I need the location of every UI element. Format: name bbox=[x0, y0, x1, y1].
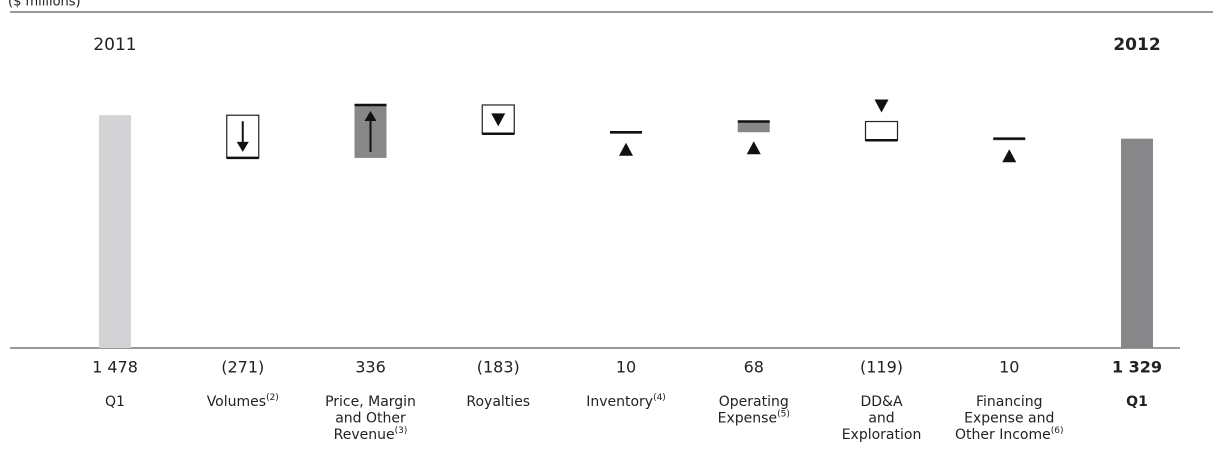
category-text: DD&A bbox=[860, 394, 902, 410]
category-label: and Other bbox=[335, 411, 406, 427]
category-text: Operating bbox=[719, 394, 789, 410]
footnote-marker: (3) bbox=[395, 426, 408, 436]
direction-marker bbox=[874, 99, 889, 113]
arrow-head bbox=[236, 141, 249, 152]
category-text: Exploration bbox=[842, 427, 922, 443]
category-label: Revenue(3) bbox=[334, 426, 408, 444]
start-label: 2011 bbox=[93, 35, 136, 55]
total-bar bbox=[99, 115, 131, 348]
category-label: Exploration bbox=[842, 427, 922, 443]
value-label: (183) bbox=[477, 358, 520, 377]
category-text: Q1 bbox=[1126, 394, 1148, 410]
category-label: Financing bbox=[976, 394, 1043, 410]
category-text: Financing bbox=[976, 394, 1043, 410]
category-text: Revenue bbox=[334, 427, 395, 443]
category-label: Expense(5) bbox=[718, 409, 790, 427]
total-bar bbox=[1121, 138, 1153, 348]
category-label: and bbox=[868, 411, 894, 427]
direction-marker bbox=[1002, 149, 1017, 163]
value-label: 68 bbox=[744, 358, 764, 377]
category-text: Q1 bbox=[105, 394, 125, 410]
decrease-bar bbox=[864, 120, 899, 141]
value-label: (119) bbox=[860, 358, 903, 377]
category-text: Other Income bbox=[955, 427, 1051, 443]
category-text: Royalties bbox=[466, 394, 530, 410]
category-label: Q1 bbox=[105, 394, 125, 410]
direction-marker bbox=[746, 141, 761, 155]
category-label: DD&A bbox=[860, 394, 902, 410]
value-label: (271) bbox=[221, 358, 264, 377]
category-text: Expense bbox=[718, 411, 777, 427]
value-label: 10 bbox=[616, 358, 636, 377]
unit-note: ($ millions) bbox=[8, 0, 81, 10]
category-text: Inventory bbox=[586, 394, 653, 410]
category-label: Q1 bbox=[1126, 394, 1148, 410]
category-label: Volumes(2) bbox=[207, 393, 279, 411]
footnote-marker: (2) bbox=[266, 393, 279, 403]
increase-bar bbox=[737, 121, 770, 133]
end-label: 2012 bbox=[1113, 35, 1160, 55]
direction-marker bbox=[491, 113, 506, 127]
category-text: Expense and bbox=[964, 411, 1054, 427]
direction-marker bbox=[619, 142, 633, 156]
category-label: Inventory(4) bbox=[586, 393, 666, 411]
category-label: Operating bbox=[719, 394, 789, 410]
arrow-head bbox=[364, 110, 377, 121]
value-label: 10 bbox=[999, 358, 1019, 377]
footnote-marker: (4) bbox=[653, 393, 666, 403]
category-text: Price, Margin bbox=[325, 394, 416, 410]
value-label: 1 478 bbox=[92, 358, 138, 377]
footnote-marker: (5) bbox=[777, 409, 790, 419]
category-label: Other Income(6) bbox=[955, 426, 1063, 444]
category-text: and bbox=[868, 411, 894, 427]
value-label: 336 bbox=[355, 358, 386, 377]
category-label: Royalties bbox=[466, 394, 530, 410]
category-text: Volumes bbox=[207, 394, 266, 410]
category-label: Price, Margin bbox=[325, 394, 416, 410]
footnote-marker: (6) bbox=[1051, 426, 1064, 436]
category-text: and Other bbox=[335, 411, 406, 427]
value-label: 1 329 bbox=[1112, 358, 1162, 377]
category-label: Expense and bbox=[964, 411, 1054, 427]
